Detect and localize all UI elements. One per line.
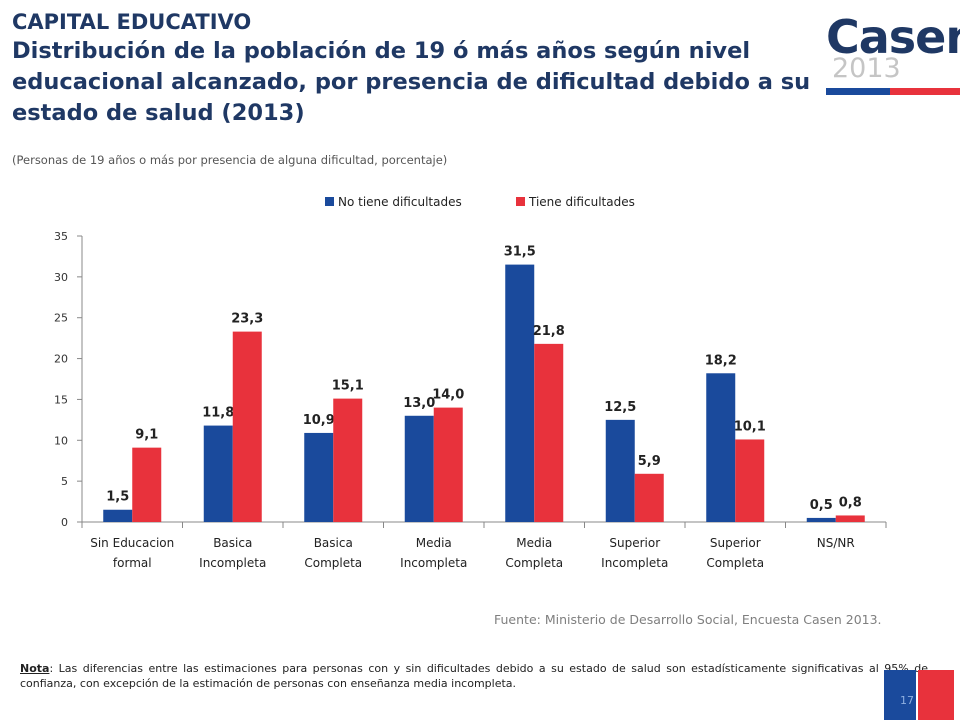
logo-word: Casen	[826, 10, 960, 64]
x-tick-label: Incompleta	[199, 556, 266, 570]
logo-red-stripe	[890, 88, 960, 95]
y-tick-label: 25	[54, 312, 68, 325]
x-tick-label: formal	[113, 556, 152, 570]
bar-tiene-6	[735, 439, 765, 522]
footnote-label: Nota	[20, 662, 50, 675]
data-label: 13,0	[403, 396, 435, 411]
y-tick-label: 30	[54, 271, 68, 284]
bar-no-tiene-2	[304, 432, 334, 522]
data-label: 12,5	[604, 400, 636, 415]
footnote: Nota: Las diferencias entre las estimaci…	[20, 661, 928, 691]
title-line-1: CAPITAL EDUCATIVO	[12, 10, 252, 34]
x-tick-label: Sin Educacion	[90, 536, 174, 550]
data-label: 11,8	[202, 406, 234, 421]
corner-red-block	[918, 670, 954, 720]
data-label: 23,3	[231, 312, 263, 327]
bar-no-tiene-4	[505, 264, 535, 522]
bar-tiene-2	[333, 398, 363, 522]
x-tick-label: Incompleta	[400, 556, 467, 570]
corner-decoration: 17	[884, 670, 954, 720]
title-line-2: Distribución de la población de 19 ó más…	[12, 38, 811, 126]
x-tick-label: Superior	[710, 536, 761, 550]
x-tick-label: NS/NR	[817, 536, 855, 550]
legend-swatch	[516, 197, 525, 206]
data-label: 21,8	[533, 324, 565, 339]
legend-label: Tiene dificultades	[528, 195, 635, 209]
data-label: 15,1	[332, 379, 364, 394]
bar-tiene-4	[534, 343, 564, 522]
casen-logo: Casen 2013	[826, 8, 960, 98]
data-label: 10,9	[303, 413, 335, 428]
bar-no-tiene-0	[103, 509, 133, 522]
source-note: Fuente: Ministerio de Desarrollo Social,…	[494, 612, 882, 627]
x-tick-label: Media	[416, 536, 452, 550]
x-tick-label: Completa	[304, 556, 362, 570]
bar-no-tiene-7	[806, 517, 836, 522]
data-label: 10,1	[734, 419, 766, 434]
corner-blue-block	[884, 670, 916, 720]
page-number: 17	[900, 694, 914, 707]
y-tick-label: 20	[54, 353, 68, 366]
legend-swatch	[325, 197, 334, 206]
bar-tiene-5	[634, 473, 664, 522]
bar-no-tiene-6	[706, 373, 736, 522]
data-label: 5,9	[638, 454, 661, 469]
x-tick-label: Basica	[213, 536, 252, 550]
logo-blue-stripe	[826, 88, 890, 95]
x-tick-label: Completa	[706, 556, 764, 570]
footnote-text: : Las diferencias entre las estimaciones…	[20, 662, 928, 690]
page-title: CAPITAL EDUCATIVO Distribución de la pob…	[12, 8, 812, 129]
bar-tiene-0	[132, 447, 162, 522]
data-label: 31,5	[504, 245, 536, 260]
x-tick-label: Incompleta	[601, 556, 668, 570]
data-label: 18,2	[705, 353, 737, 368]
bar-tiene-3	[433, 407, 463, 522]
x-tick-label: Basica	[314, 536, 353, 550]
bar-chart: 0 5 10 15 20 25 30 35 1,5 11,8 10,9 13,0 31,5 12,5 18,…	[54, 195, 887, 570]
bar-tiene-1	[232, 331, 262, 522]
y-tick-label: 10	[54, 434, 68, 447]
x-tick-label: Completa	[505, 556, 563, 570]
data-label: 0,8	[839, 495, 862, 510]
data-label: 14,0	[432, 388, 464, 403]
bar-no-tiene-5	[605, 419, 635, 522]
bar-no-tiene-3	[404, 415, 434, 522]
legend-label: No tiene dificultades	[338, 195, 462, 209]
y-tick-label: 5	[61, 475, 68, 488]
logo-year: 2013	[832, 53, 901, 84]
y-tick-label: 15	[54, 393, 68, 406]
data-label: 1,5	[106, 490, 129, 505]
x-tick-label: Superior	[609, 536, 660, 550]
y-tick-label: 0	[61, 516, 68, 529]
data-label: 9,1	[135, 428, 158, 443]
y-tick-label: 35	[54, 230, 68, 243]
bar-no-tiene-1	[203, 425, 233, 522]
x-tick-label: Media	[516, 536, 552, 550]
bar-tiene-7	[835, 515, 865, 522]
chart-subtitle: (Personas de 19 años o más por presencia…	[12, 153, 448, 167]
data-label: 0,5	[810, 498, 833, 513]
